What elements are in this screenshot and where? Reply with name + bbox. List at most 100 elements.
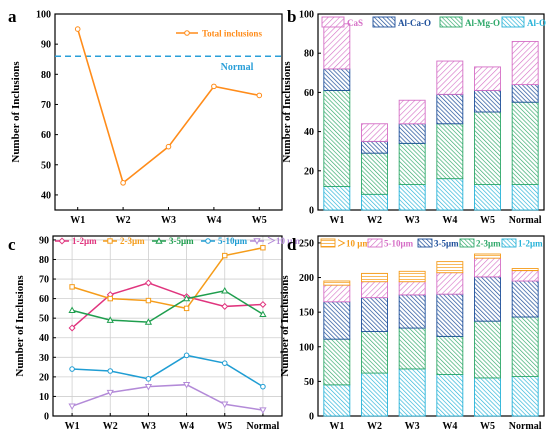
- legend-swatch: [321, 16, 345, 28]
- x-tick-label: W5: [252, 215, 267, 226]
- bar-segment: [323, 284, 351, 303]
- bar-segment: [398, 184, 426, 211]
- panel-b-letter: b: [287, 7, 296, 26]
- bar-segment: [511, 268, 539, 272]
- bar-segment: [398, 327, 426, 370]
- legend-label: ＞10 μm: [337, 239, 370, 249]
- legend-label: 5-10μm: [384, 239, 414, 249]
- series-point: [106, 316, 114, 323]
- legend-label: 3-5μm: [434, 239, 459, 249]
- bar-segment: [436, 93, 464, 125]
- x-tick-label: W2: [367, 421, 382, 432]
- bar-segment: [474, 184, 501, 211]
- bar-segment: [511, 84, 539, 103]
- series-point: [106, 389, 114, 397]
- series-point: [68, 324, 76, 332]
- series-point: [182, 381, 191, 389]
- y-tick-label: 0: [309, 206, 314, 217]
- y-tick-label: 50: [41, 160, 51, 171]
- y-tick-label: 200: [299, 273, 314, 284]
- y-tick-label: 80: [39, 255, 49, 266]
- legend-marker: [107, 238, 113, 244]
- bar-segment: [323, 68, 351, 91]
- y-tick-label: 70: [41, 100, 51, 111]
- x-tick-label: W2: [367, 215, 382, 226]
- bar-segment: [474, 111, 501, 185]
- y-axis-label: Number of Inclusions: [14, 275, 26, 377]
- legend-label: Al-O: [527, 18, 546, 28]
- series-point: [221, 360, 228, 366]
- panel-a: 40 50 60 70 80 90 100 W1 W2 W3 W4 W5 Number of Inclu…: [8, 7, 283, 226]
- series-line: [72, 354, 264, 388]
- legend: Total inclusions: [176, 29, 262, 39]
- y-tick-label: 0: [309, 412, 314, 423]
- bar-segment: [398, 368, 426, 417]
- gridlines: [53, 236, 282, 417]
- x-tick-label: W5: [480, 215, 495, 226]
- y-tick-label: 70: [39, 275, 49, 286]
- legend-swatch: [439, 16, 463, 28]
- bar-segment: [398, 99, 426, 125]
- bar-segment: [474, 253, 501, 259]
- total-inclusions-line: [76, 28, 260, 185]
- y-tick-label: 10: [39, 392, 49, 403]
- plot-frame: [317, 235, 545, 417]
- bar-segment: [511, 184, 539, 211]
- bar-segment: [398, 294, 426, 329]
- bar-segment: [474, 257, 501, 278]
- series-point: [183, 352, 190, 359]
- x-tick-label: W3: [141, 421, 156, 432]
- legend-label: 2-3μm: [476, 239, 501, 249]
- y-tick-label: 150: [299, 308, 314, 319]
- bar-segment: [436, 374, 464, 417]
- legend-swatch: [459, 238, 475, 248]
- series-point: [221, 401, 229, 409]
- legend-swatch: [372, 16, 396, 28]
- legend-marker: [58, 237, 66, 245]
- total-inclusions-point: [211, 83, 217, 90]
- legend-label: Al-Mg-O: [465, 18, 500, 28]
- plot-frame: [52, 235, 283, 417]
- bar-segment: [398, 142, 426, 185]
- y-tick-label: 60: [39, 294, 49, 305]
- y-tick-label: 30: [39, 353, 49, 364]
- bar-segment: [323, 186, 351, 211]
- series-point: [182, 294, 191, 302]
- total-inclusions-point: [74, 26, 81, 32]
- x-tick-label: W4: [442, 421, 457, 432]
- bar-segment: [361, 272, 388, 283]
- y-tick-label: 50: [304, 377, 314, 388]
- legend-label: 1-2μm: [72, 236, 97, 246]
- bar-segment: [436, 60, 464, 95]
- series-point: [145, 297, 152, 304]
- bar-segment: [511, 40, 539, 86]
- series-line: [71, 289, 264, 323]
- series-line: [71, 383, 264, 411]
- legend-swatch: [320, 238, 336, 248]
- series-point: [144, 383, 153, 391]
- bar-segment: [436, 293, 464, 337]
- y-tick-label: 100: [299, 342, 314, 353]
- bar-segment: [436, 123, 464, 180]
- x-tick-label: W3: [161, 215, 176, 226]
- series-point: [107, 368, 114, 374]
- panel-c-letter: c: [8, 235, 16, 254]
- plot-frame: [317, 13, 545, 211]
- bar-segment: [511, 270, 539, 282]
- legend-label: 3-5μm: [169, 236, 194, 246]
- series-point: [259, 407, 267, 414]
- panel-b: 0 20 40 60 80 100 W1 W2 W3 W4 W5 Normal Number of In…: [281, 7, 546, 226]
- bar-segment: [398, 123, 426, 144]
- legend-swatch: [501, 16, 525, 28]
- y-tick-label: 80: [41, 70, 51, 81]
- y-axis-label: Number of Inclusions: [279, 275, 291, 377]
- legend-marker-total: [184, 30, 190, 36]
- panel-a-letter: a: [8, 7, 17, 26]
- x-tick-label: Normal: [247, 421, 280, 432]
- series-point: [221, 286, 229, 294]
- legend-label: ＞10 μm: [267, 236, 300, 246]
- legend-swatch: [501, 238, 517, 248]
- bar-segment: [511, 280, 539, 318]
- bar-segment: [361, 281, 388, 299]
- series-point: [259, 300, 267, 308]
